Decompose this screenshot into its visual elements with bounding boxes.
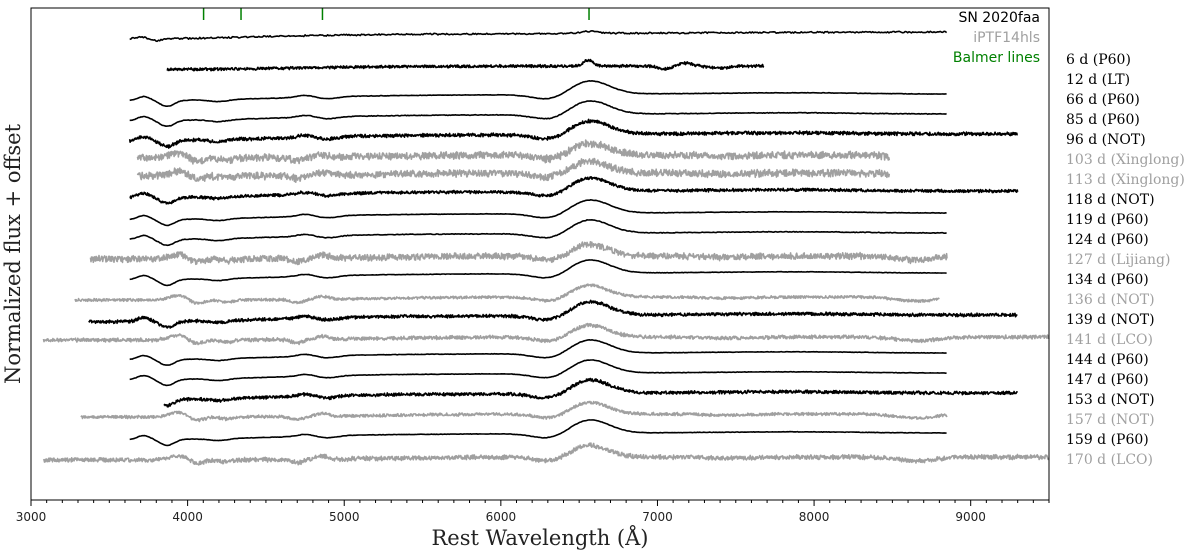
epoch-label: 147 d (P60) <box>1066 372 1149 388</box>
epoch-label: 159 d (P60) <box>1066 432 1149 448</box>
epoch-label: 141 d (LCO) <box>1066 332 1153 348</box>
x-tick-label: 8000 <box>799 510 830 524</box>
epoch-label: 153 d (NOT) <box>1066 392 1155 408</box>
epoch-label: 157 d (NOT) <box>1066 412 1155 428</box>
epoch-label: 136 d (NOT) <box>1066 292 1155 308</box>
spectrum-line <box>136 157 891 183</box>
legend-entry: SN 2020faa <box>958 10 1040 26</box>
balmer-line-markers <box>202 8 590 20</box>
x-tick-label: 6000 <box>486 510 517 524</box>
spectrum-line <box>129 419 947 447</box>
epoch-label: 113 d (Xinglong) <box>1066 172 1185 188</box>
spectrum-line <box>129 259 947 287</box>
spectrum-line <box>89 241 948 266</box>
spectrum-line <box>129 176 1019 205</box>
epoch-labels: 6 d (P60) 12 d (LT) 66 d (P60) 85 d (P60) 96… <box>1066 52 1185 468</box>
spectrum-line <box>129 100 947 127</box>
epoch-label: 139 d (NOT) <box>1066 312 1155 328</box>
epoch-label: 103 d (Xinglong) <box>1066 152 1185 168</box>
spectrum-line <box>88 299 1018 329</box>
spectrum-line <box>129 359 947 387</box>
epoch-label: 12 d (LT) <box>1066 72 1130 88</box>
spectrum-line <box>42 322 1050 346</box>
plot-frame <box>30 7 1050 501</box>
epoch-label: 127 d (Lijiang) <box>1066 252 1170 268</box>
epoch-label: 6 d (P60) <box>1066 52 1131 68</box>
epoch-label: 96 d (NOT) <box>1066 132 1146 148</box>
spectrum-line <box>80 400 948 423</box>
spectrum-line <box>129 80 947 107</box>
epoch-label: 134 d (P60) <box>1066 272 1149 288</box>
spectrum-line <box>42 442 1050 466</box>
epoch-label: 124 d (P60) <box>1066 232 1149 248</box>
epoch-label: 85 d (P60) <box>1066 112 1140 128</box>
spectrum-line <box>74 283 940 305</box>
x-tick-label: 3000 <box>16 510 47 524</box>
epoch-label: 170 d (LCO) <box>1066 452 1153 468</box>
x-tick-label: 4000 <box>172 510 203 524</box>
x-tick-label: 9000 <box>955 510 986 524</box>
spectrum-line <box>129 339 947 366</box>
spectrum-line <box>129 30 948 43</box>
x-tick-label: 7000 <box>642 510 673 524</box>
spectra-layer <box>42 30 1050 466</box>
epoch-label: 66 d (P60) <box>1066 92 1140 108</box>
legend-entry: iPTF14hls <box>973 30 1040 46</box>
spectrum-line <box>166 58 765 72</box>
x-axis-title: Rest Wavelength (Å) <box>431 525 648 550</box>
legend: SN 2020faa iPTF14hls Balmer lines <box>953 10 1040 66</box>
spectrum-line <box>129 199 947 227</box>
epoch-label: 144 d (P60) <box>1066 352 1149 368</box>
spectrum-line <box>128 118 1018 149</box>
legend-entry: Balmer lines <box>953 50 1040 66</box>
epoch-label: 119 d (P60) <box>1066 212 1149 228</box>
spectrum-line <box>136 139 891 165</box>
epoch-label: 118 d (NOT) <box>1066 192 1155 208</box>
x-axis: 3000 4000 5000 6000 7000 8000 9000 <box>16 500 1050 524</box>
spectrum-line <box>163 377 1019 408</box>
x-tick-label: 5000 <box>329 510 360 524</box>
spectrum-line <box>129 219 947 247</box>
y-axis-title: Normalized flux + offset <box>1 123 25 384</box>
